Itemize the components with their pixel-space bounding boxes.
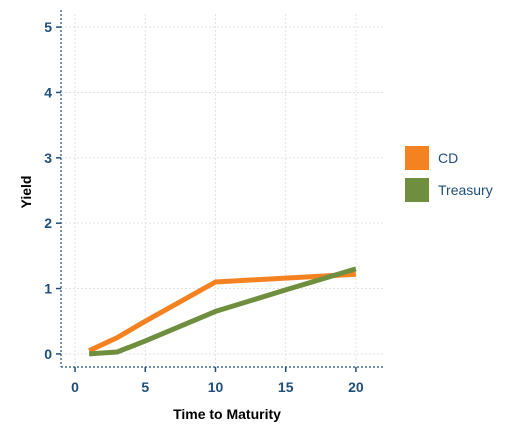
x-tick-label: 10 — [208, 379, 224, 395]
legend-label-cd: CD — [438, 150, 458, 166]
series-line-cd — [88, 271, 357, 353]
axes — [56, 10, 384, 372]
x-tick-label: 20 — [348, 379, 364, 395]
tick-labels: 0 1 2 3 4 5 0 5 10 15 20 — [44, 19, 364, 395]
x-tick-label: 15 — [278, 379, 294, 395]
y-tick-label: 5 — [44, 19, 52, 35]
series-line-treasury — [88, 266, 357, 357]
x-axis-title: Time to Maturity — [173, 406, 281, 422]
series-lines — [88, 266, 357, 357]
y-tick-label: 4 — [44, 84, 52, 100]
grid-lines — [61, 14, 384, 367]
y-tick-label: 1 — [44, 281, 52, 297]
y-axis-title: Yield — [18, 176, 34, 209]
legend-label-treasury: Treasury — [438, 182, 493, 198]
x-tick-label: 5 — [141, 379, 149, 395]
y-tick-label: 3 — [44, 150, 52, 166]
legend: CD Treasury — [405, 146, 493, 202]
legend-swatch-cd — [405, 146, 429, 170]
x-tick-label: 0 — [71, 379, 79, 395]
legend-swatch-treasury — [405, 178, 429, 202]
y-tick-label: 0 — [44, 346, 52, 362]
y-tick-label: 2 — [44, 215, 52, 231]
